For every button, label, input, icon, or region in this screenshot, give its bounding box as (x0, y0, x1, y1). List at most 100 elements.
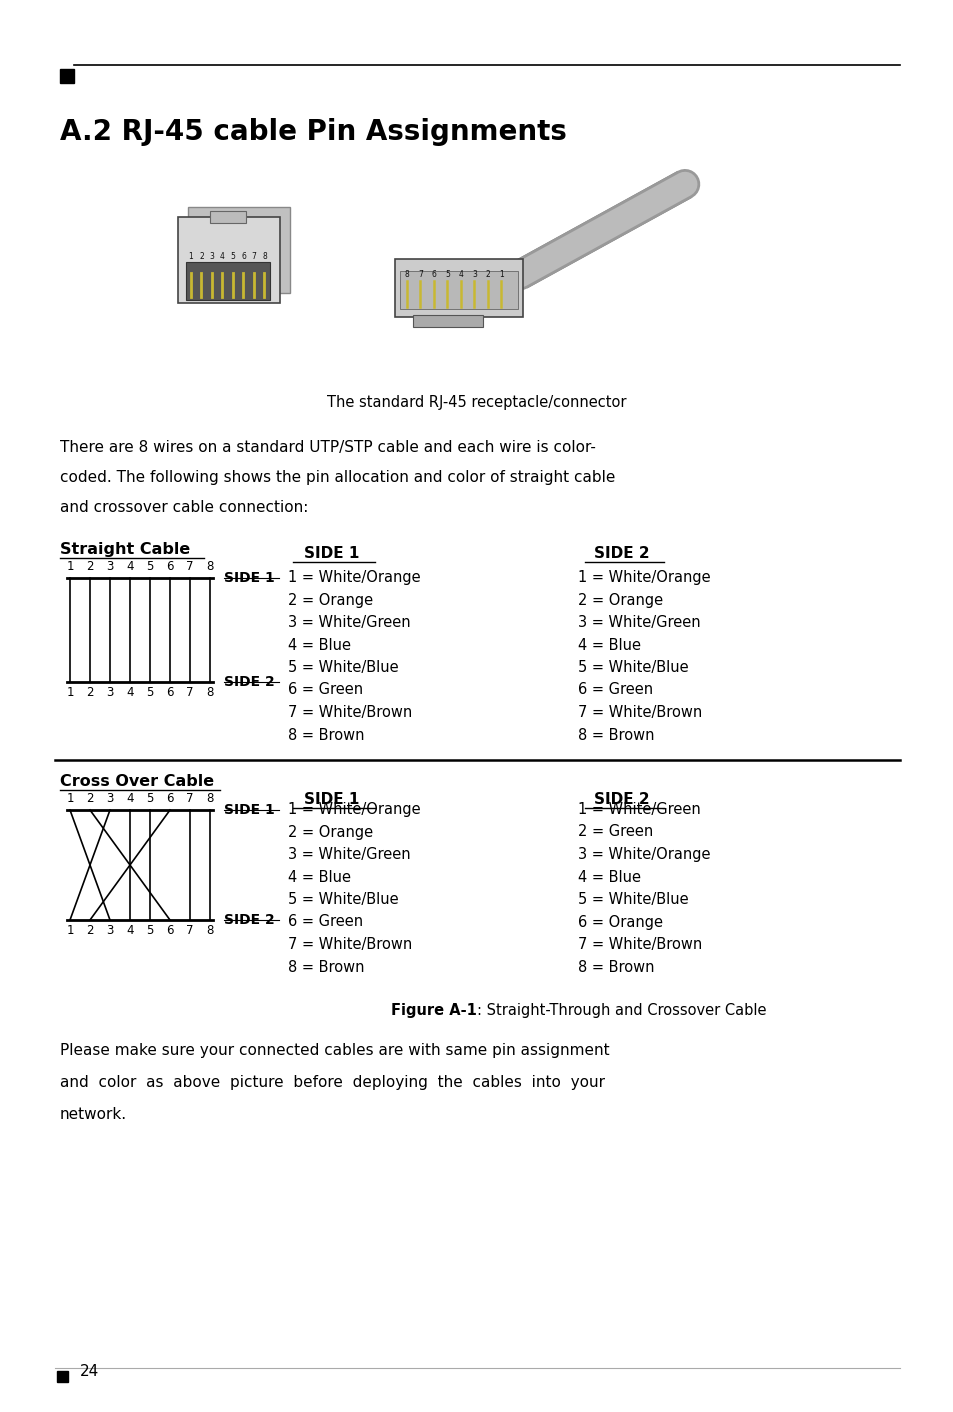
Text: SIDE 1: SIDE 1 (304, 792, 359, 808)
Text: 1: 1 (66, 686, 73, 699)
Text: 5 = White/Blue: 5 = White/Blue (578, 659, 688, 675)
Text: SIDE 1: SIDE 1 (224, 803, 274, 818)
Text: 6 = Green: 6 = Green (288, 915, 363, 929)
Text: A.2 RJ-45 cable Pin Assignments: A.2 RJ-45 cable Pin Assignments (60, 119, 566, 145)
FancyBboxPatch shape (395, 258, 522, 318)
Text: 1 = White/Orange: 1 = White/Orange (288, 570, 420, 585)
Text: 4: 4 (220, 251, 225, 261)
FancyBboxPatch shape (210, 210, 246, 223)
Text: 8: 8 (404, 270, 409, 280)
Text: 3 = White/Orange: 3 = White/Orange (578, 847, 710, 861)
Text: 8: 8 (206, 686, 213, 699)
Text: 6: 6 (241, 251, 246, 261)
Bar (60, 69, 74, 83)
Text: 4 = Blue: 4 = Blue (288, 637, 351, 652)
Text: 1: 1 (66, 923, 73, 938)
Text: 2: 2 (86, 792, 93, 805)
Text: 8 = Brown: 8 = Brown (578, 960, 654, 974)
Text: 5: 5 (146, 686, 153, 699)
Text: SIDE 2: SIDE 2 (224, 914, 274, 928)
Text: 5 = White/Blue: 5 = White/Blue (288, 659, 398, 675)
Text: Figure A-1: Figure A-1 (391, 1003, 476, 1018)
Text: 5: 5 (231, 251, 235, 261)
Text: 8: 8 (206, 923, 213, 938)
Text: 6: 6 (166, 923, 173, 938)
Text: 7: 7 (186, 686, 193, 699)
Text: 2 = Orange: 2 = Orange (288, 825, 373, 840)
Text: 7 = White/Brown: 7 = White/Brown (578, 705, 701, 720)
Text: 3: 3 (106, 792, 113, 805)
Text: 4: 4 (126, 686, 133, 699)
Text: 8 = Brown: 8 = Brown (578, 727, 654, 743)
Text: 7 = White/Brown: 7 = White/Brown (288, 938, 412, 952)
Text: 2: 2 (485, 270, 490, 280)
Text: 6 = Green: 6 = Green (288, 682, 363, 698)
Text: 2: 2 (199, 251, 204, 261)
Text: 5: 5 (445, 270, 450, 280)
Text: 2 = Green: 2 = Green (578, 825, 653, 840)
Text: 7 = White/Brown: 7 = White/Brown (288, 705, 412, 720)
Text: 8: 8 (206, 561, 213, 573)
Text: 5: 5 (146, 792, 153, 805)
Text: 1: 1 (498, 270, 503, 280)
Text: 1 = White/Orange: 1 = White/Orange (578, 570, 710, 585)
Text: 24: 24 (80, 1364, 99, 1378)
Text: 5 = White/Blue: 5 = White/Blue (578, 892, 688, 907)
Text: 6: 6 (431, 270, 436, 280)
Text: 3: 3 (106, 686, 113, 699)
Text: 7: 7 (252, 251, 256, 261)
Text: 4: 4 (126, 792, 133, 805)
Text: 8 = Brown: 8 = Brown (288, 727, 364, 743)
FancyBboxPatch shape (413, 315, 482, 328)
Text: 7: 7 (186, 792, 193, 805)
Text: 3: 3 (210, 251, 214, 261)
Text: 2: 2 (86, 923, 93, 938)
Text: 1 = White/Orange: 1 = White/Orange (288, 802, 420, 818)
Text: There are 8 wires on a standard UTP/STP cable and each wire is color-: There are 8 wires on a standard UTP/STP … (60, 441, 596, 455)
Text: network.: network. (60, 1107, 127, 1123)
Text: The standard RJ-45 receptacle/connector: The standard RJ-45 receptacle/connector (327, 395, 626, 409)
Text: Please make sure your connected cables are with same pin assignment: Please make sure your connected cables a… (60, 1043, 609, 1058)
Text: 2: 2 (86, 686, 93, 699)
Text: 5 = White/Blue: 5 = White/Blue (288, 892, 398, 907)
Text: 5: 5 (146, 923, 153, 938)
Text: 7: 7 (186, 561, 193, 573)
Text: SIDE 2: SIDE 2 (224, 675, 274, 689)
Text: 4: 4 (458, 270, 463, 280)
Text: 1: 1 (189, 251, 193, 261)
Text: coded. The following shows the pin allocation and color of straight cable: coded. The following shows the pin alloc… (60, 470, 615, 484)
Bar (186, 263, 270, 299)
Text: 8: 8 (206, 792, 213, 805)
Bar (57, 1371, 68, 1382)
Text: 2: 2 (86, 561, 93, 573)
Text: 7: 7 (417, 270, 422, 280)
Text: 6 = Green: 6 = Green (578, 682, 653, 698)
Text: Straight Cable: Straight Cable (60, 542, 190, 556)
Text: 4 = Blue: 4 = Blue (578, 870, 640, 884)
Text: 8 = Brown: 8 = Brown (288, 960, 364, 974)
Text: 6: 6 (166, 792, 173, 805)
Text: 2 = Orange: 2 = Orange (288, 593, 373, 607)
Text: 1 = White/Green: 1 = White/Green (578, 802, 700, 818)
Text: and crossover cable connection:: and crossover cable connection: (60, 500, 308, 515)
Text: and  color  as  above  picture  before  deploying  the  cables  into  your: and color as above picture before deploy… (60, 1075, 604, 1090)
Text: SIDE 2: SIDE 2 (594, 546, 649, 561)
Text: SIDE 2: SIDE 2 (594, 792, 649, 808)
Text: 6 = Orange: 6 = Orange (578, 915, 662, 929)
Text: 6: 6 (166, 561, 173, 573)
Text: 4 = Blue: 4 = Blue (578, 637, 640, 652)
Text: 7 = White/Brown: 7 = White/Brown (578, 938, 701, 952)
Text: 3: 3 (472, 270, 476, 280)
Text: SIDE 1: SIDE 1 (304, 546, 359, 561)
Text: 4 = Blue: 4 = Blue (288, 870, 351, 884)
Text: 2 = Orange: 2 = Orange (578, 593, 662, 607)
Text: 4: 4 (126, 923, 133, 938)
Text: 3: 3 (106, 561, 113, 573)
Text: 6: 6 (166, 686, 173, 699)
Text: SIDE 1: SIDE 1 (224, 570, 274, 585)
Text: 1: 1 (66, 792, 73, 805)
Text: 3 = White/Green: 3 = White/Green (288, 847, 410, 861)
FancyBboxPatch shape (188, 208, 290, 294)
Text: Cross Over Cable: Cross Over Cable (60, 774, 213, 789)
FancyBboxPatch shape (178, 217, 280, 304)
